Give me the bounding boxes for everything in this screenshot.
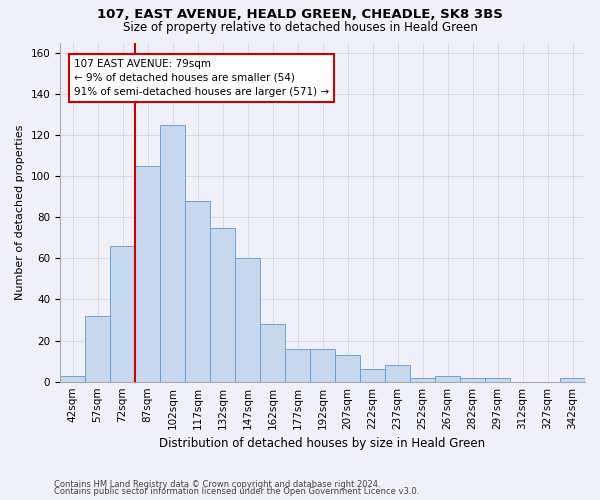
Bar [360, 370, 385, 382]
Text: 107, EAST AVENUE, HEALD GREEN, CHEADLE, SK8 3BS: 107, EAST AVENUE, HEALD GREEN, CHEADLE, … [97, 8, 503, 20]
Bar [410, 378, 435, 382]
Bar [310, 349, 335, 382]
Y-axis label: Number of detached properties: Number of detached properties [15, 124, 25, 300]
Bar [335, 355, 360, 382]
Text: Contains public sector information licensed under the Open Government Licence v3: Contains public sector information licen… [54, 488, 419, 496]
Bar [185, 201, 210, 382]
Text: Size of property relative to detached houses in Heald Green: Size of property relative to detached ho… [122, 21, 478, 34]
Bar [385, 365, 410, 382]
Bar [110, 246, 135, 382]
Text: Contains HM Land Registry data © Crown copyright and database right 2024.: Contains HM Land Registry data © Crown c… [54, 480, 380, 489]
Bar [160, 124, 185, 382]
Bar [485, 378, 510, 382]
Bar [85, 316, 110, 382]
Text: 107 EAST AVENUE: 79sqm
← 9% of detached houses are smaller (54)
91% of semi-deta: 107 EAST AVENUE: 79sqm ← 9% of detached … [74, 59, 329, 97]
Bar [210, 228, 235, 382]
Bar [135, 166, 160, 382]
Bar [235, 258, 260, 382]
Bar [435, 376, 460, 382]
Bar [260, 324, 285, 382]
Bar [460, 378, 485, 382]
Bar [285, 349, 310, 382]
X-axis label: Distribution of detached houses by size in Heald Green: Distribution of detached houses by size … [160, 437, 485, 450]
Bar [60, 376, 85, 382]
Bar [560, 378, 585, 382]
